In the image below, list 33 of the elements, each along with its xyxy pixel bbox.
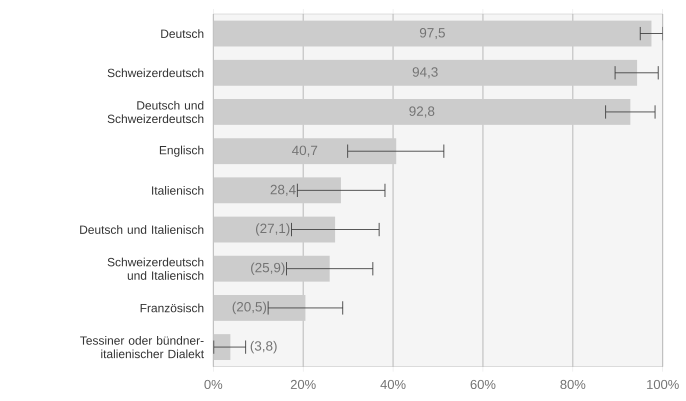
x-tick-label: 20%: [290, 380, 316, 390]
data-label: 94,3: [412, 67, 438, 78]
y-tick-label: Deutsch: [161, 29, 204, 38]
bar: [213, 334, 230, 360]
bar: [213, 256, 330, 282]
data-label: (20,5): [232, 302, 266, 314]
y-tick-label: Schweizerdeutsch: [108, 68, 204, 78]
bar: [213, 20, 652, 47]
data-label: (3,8): [250, 340, 277, 354]
bar: [213, 294, 306, 321]
x-tick-label: 40%: [380, 380, 406, 390]
x-tick-label: 100%: [647, 380, 679, 390]
y-tick-label: Englisch: [160, 146, 204, 157]
x-tick-label: 60%: [470, 380, 496, 390]
y-tick-label: Deutsch und Italienisch: [80, 225, 204, 234]
data-label: 28,4: [270, 184, 296, 196]
data-label: (27,1): [256, 223, 290, 236]
data-label: (25,9): [251, 262, 285, 275]
x-tick-label: 0%: [204, 380, 222, 390]
y-tick-label: Tessiner oder bündner-italienischer Dialekt: [80, 336, 204, 358]
x-tick-label: 80%: [560, 380, 586, 390]
bar: [213, 99, 630, 125]
bar: [213, 216, 336, 242]
y-tick-label: Französisch: [140, 304, 204, 312]
bar: [213, 60, 638, 86]
data-label: 92,8: [409, 106, 434, 118]
bar: [213, 138, 396, 164]
data-label: 40,7: [292, 146, 318, 157]
y-tick-label: Deutsch und Schweizerdeutsch: [108, 100, 204, 124]
y-tick-label: Italienisch: [152, 186, 204, 195]
bar: [213, 177, 341, 204]
data-label: 97,5: [420, 28, 445, 40]
y-tick-label: Schweizerdeutsch und Italienisch: [108, 258, 204, 280]
